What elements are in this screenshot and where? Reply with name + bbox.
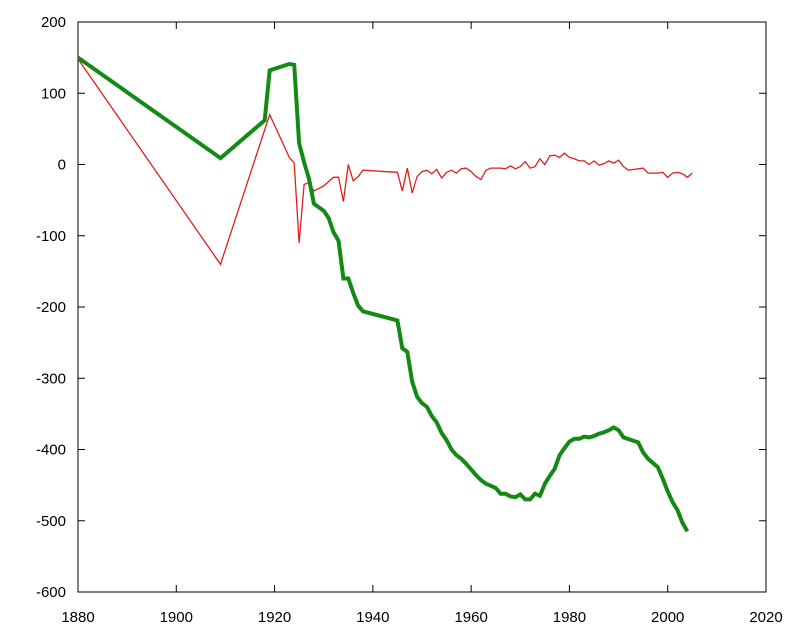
series-line-green (76, 55, 690, 533)
y-tick-label: -600 (36, 584, 66, 601)
series-line-red (77, 58, 693, 266)
x-tick-label: 2020 (749, 609, 782, 626)
plot-frame (77, 21, 767, 593)
x-tick-label: 1940 (356, 609, 389, 626)
series-layer (76, 55, 693, 533)
x-tick-label: 1920 (258, 609, 291, 626)
tick-labels: 200 100 0 -100 -200 -300 -400 -500 -600 1880 1900 1… (36, 14, 783, 626)
x-tick-label: 2000 (651, 609, 684, 626)
y-tick-label: 100 (41, 85, 66, 102)
x-tick-label: 1960 (454, 609, 487, 626)
y-tick-label: -400 (36, 442, 66, 459)
y-tick-label: 200 (41, 14, 66, 31)
y-tick-label: -300 (36, 370, 66, 387)
x-tick-label: 1900 (160, 609, 193, 626)
y-tick-label: 0 (58, 157, 66, 174)
y-tick-label: -500 (36, 513, 66, 530)
x-tick-label: 1980 (553, 609, 586, 626)
x-tick-label: 1880 (61, 609, 94, 626)
y-tick-label: -200 (36, 299, 66, 316)
y-tick-label: -100 (36, 228, 66, 245)
tick-marks (77, 21, 767, 593)
